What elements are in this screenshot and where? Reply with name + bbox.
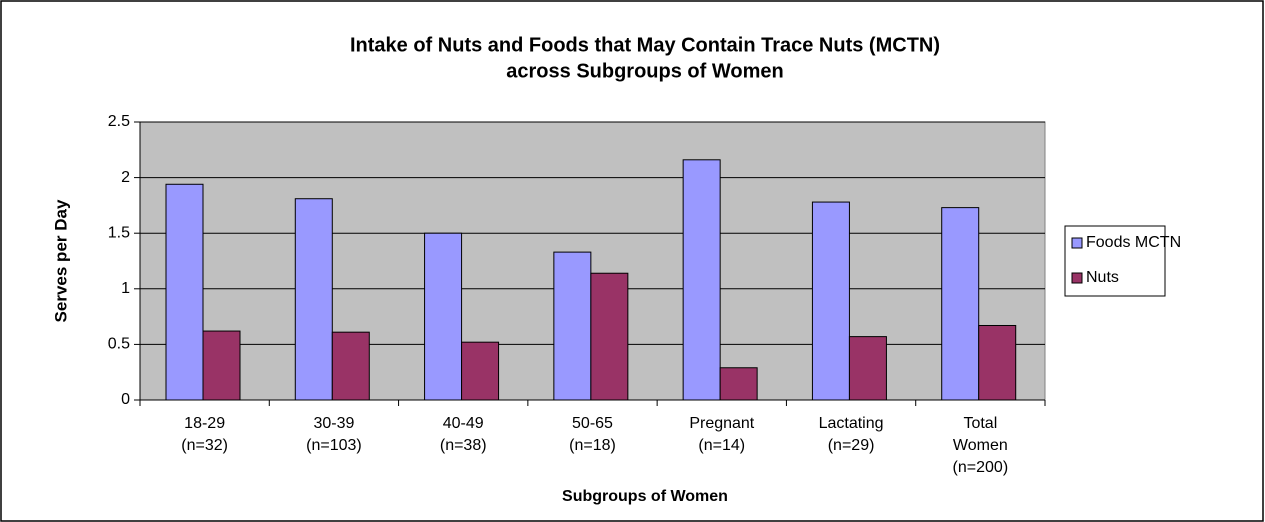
bar <box>848 336 887 401</box>
legend-label: Nuts <box>1086 269 1119 286</box>
x-tick-label: (n=38) <box>440 437 487 454</box>
x-tick-label: Total <box>963 415 997 432</box>
x-tick-label: Pregnant <box>689 415 754 432</box>
y-tick-label: 1.5 <box>108 224 130 241</box>
x-tick-label: 18-29 <box>184 415 225 432</box>
bar <box>978 324 1017 401</box>
bar <box>811 201 850 401</box>
y-tick-label: 0 <box>121 391 130 408</box>
bar <box>165 183 204 401</box>
bar <box>424 232 463 401</box>
bar <box>331 331 370 401</box>
bar <box>682 159 721 401</box>
legend-swatch <box>1071 237 1083 249</box>
x-tick-label: (n=18) <box>569 437 616 454</box>
bar <box>941 207 980 401</box>
legend-label: Foods MCTN <box>1086 234 1181 251</box>
x-axis-label: Subgroups of Women <box>562 488 728 505</box>
x-tick-label: 30-39 <box>313 415 354 432</box>
legend-swatch <box>1071 272 1083 284</box>
x-tick-label: (n=32) <box>181 437 228 454</box>
x-tick-label: (n=29) <box>828 437 875 454</box>
bar <box>719 367 758 401</box>
chart-title: Intake of Nuts and Foods that May Contai… <box>350 34 940 56</box>
x-tick-label: (n=14) <box>698 437 745 454</box>
y-tick-label: 1 <box>121 280 130 297</box>
x-tick-label: (n=200) <box>953 459 1009 476</box>
y-tick-label: 0.5 <box>108 336 130 353</box>
y-tick-label: 2 <box>121 169 130 186</box>
bar <box>590 272 629 401</box>
y-axis-label: Serves per Day <box>51 199 70 322</box>
chart-title: across Subgroups of Women <box>506 60 783 82</box>
bar <box>294 198 333 401</box>
bar <box>461 341 500 401</box>
y-tick-label: 2.5 <box>108 113 130 130</box>
x-tick-label: Lactating <box>819 415 884 432</box>
x-tick-label: 40-49 <box>443 415 484 432</box>
x-tick-label: (n=103) <box>306 437 362 454</box>
bar <box>202 330 241 401</box>
x-tick-label: 50-65 <box>572 415 613 432</box>
x-tick-label: Women <box>953 437 1008 454</box>
bar <box>553 251 592 401</box>
